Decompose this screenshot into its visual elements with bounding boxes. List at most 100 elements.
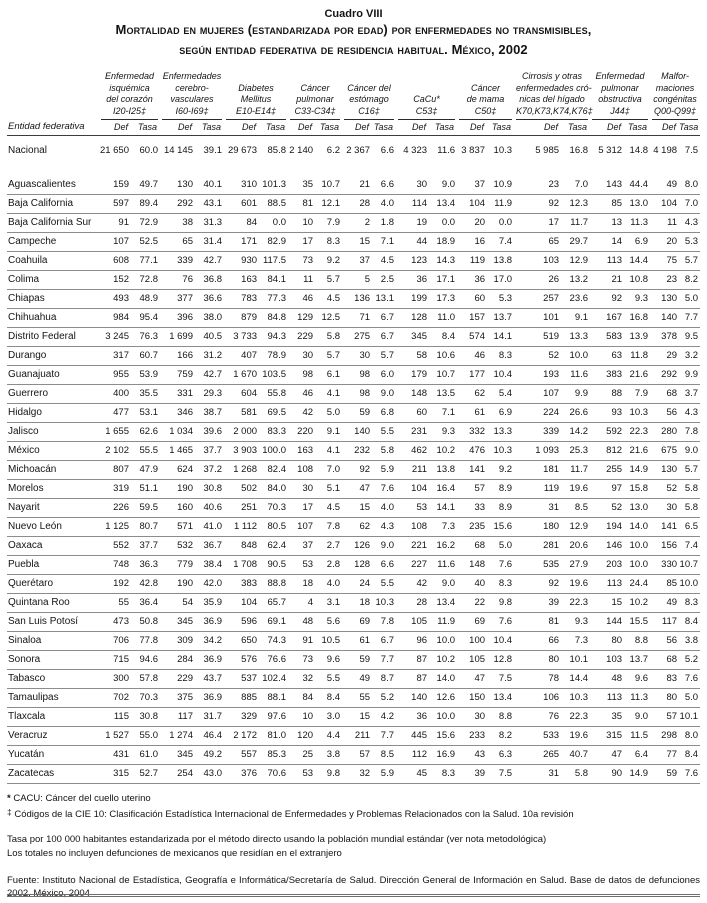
icd-code: C16‡ [358,106,380,117]
def-value: 47 [590,745,625,765]
def-value: 221 [396,536,430,556]
column-group-c53-: CaCu* C53‡ [396,71,457,120]
tasa-value: 13.4 [429,593,458,613]
def-value: 5 985 [535,144,560,156]
tasa-value: 5.5 [315,669,343,689]
entity-name: Zacatecas [7,764,99,784]
tasa-value: 9.8 [315,764,343,784]
tasa-value: 17.0 [487,270,515,290]
entity-name: Durango [7,346,99,366]
tasa-value: 8.9 [487,498,515,518]
def-value: 112 [396,745,430,765]
entity-name: Nacional [8,144,47,156]
def-value: 166 [160,346,195,366]
tasa-value: 7.0 [679,194,701,214]
tasa-value: 84.8 [259,308,289,328]
tasa-value: 3.8 [315,745,343,765]
def-value: 211 [342,726,373,746]
def-value: 229 [160,669,195,689]
tasa-value: 90.5 [259,555,289,575]
def-value: 49 [650,175,680,195]
def-value: 604 [224,384,260,404]
tasa-value: 36.4 [131,593,160,613]
tasa-value: 2.7 [315,536,343,556]
def-value: 519 [514,327,562,347]
tasa-value: 3.0 [315,707,343,727]
tasa-value: 35.9 [195,593,225,613]
table-title-block: Cuadro VIII Mortalidad en mujeres (estan… [7,8,700,59]
def-value: 11 [650,213,680,233]
tasa-value: 82.9 [259,232,289,252]
def-value: 105 [457,650,488,670]
tasa-value: 8.0 [679,175,701,195]
tasa-value: 6.0 [372,365,397,385]
tasa-value: 6.7 [372,327,397,347]
def-value: 383 [590,365,625,385]
def-value: 203 [590,555,625,575]
entity-name: Morelos [7,479,99,499]
tasa-value: 8.5 [561,498,591,518]
def-value: 292 [160,194,195,214]
tasa-value: 42.7 [195,365,225,385]
table-row-nuevo-leon: Nuevo León 1 125 80.7 571 41.0 1 112 80.5 107 7.… [7,517,701,537]
bottom-rule [7,894,700,897]
tasa-value: 69.5 [259,403,289,423]
def-value: 280 [650,422,680,442]
def-value: 91 [99,213,131,233]
def-value: 179 [396,365,430,385]
def-value: 180 [514,517,562,537]
tasa-value: 14.0 [429,669,458,689]
tasa-value: 11.8 [624,346,651,366]
def-value: 76 [514,707,562,727]
tasa-value: 9.0 [429,574,458,594]
def-value: 53 [288,555,316,575]
def-value: 104 [650,194,680,214]
tasa-value: 29.7 [561,232,591,252]
def-value: 597 [99,194,131,214]
icd-code: C53‡ [415,106,438,117]
def-value: 11 [288,270,316,290]
tasa-value: 40.5 [195,327,225,347]
def-value: 68 [650,650,680,670]
def-value: 81 [514,612,562,632]
def-value: 281 [514,536,562,556]
tasa-value: 49.7 [131,175,160,195]
tasa-value: 11.6 [437,144,456,156]
def-value: 2 102 [99,441,131,461]
tasa-value: 7.1 [429,403,458,423]
tasa-value: 44.4 [624,175,651,195]
tasa-value: 8.3 [487,574,515,594]
tasa-value: 10.5 [315,631,343,651]
tasa-value: 88.1 [259,688,289,708]
tasa-value: 9.0 [372,536,397,556]
tasa-value: 13.7 [624,650,651,670]
table-row-colima: Colima 152 72.8 76 36.8 163 84.1 11 5.7 5 2.5 36 17.… [7,270,701,290]
tasa-value: 39.6 [195,422,225,442]
def-value: 146 [590,536,625,556]
def-value: 68 [457,536,488,556]
entity-name: Tlaxcala [7,707,99,727]
def-value: 159 [99,175,131,195]
def-value: 29 [650,346,680,366]
tasa-value: 30.8 [195,479,225,499]
def-value: 108 [288,460,316,480]
tasa-column-label: Tasa [131,119,160,136]
tasa-value: 18.9 [429,232,458,252]
def-value: 315 [590,726,625,746]
def-value: 62 [342,517,373,537]
tasa-value: 22.3 [624,422,651,442]
def-value: 15 [342,707,373,727]
tasa-value: 16.8 [569,144,589,156]
tasa-value: 8.3 [487,346,515,366]
tasa-value: 9.0 [372,384,397,404]
tasa-value: 9.1 [315,422,343,442]
def-value: 2 367 [346,144,371,156]
tasa-value: 16.9 [429,745,458,765]
table-row-hidalgo: Hidalgo 477 53.1 346 38.7 581 69.5 42 5.0 59 6.8 60… [7,403,701,423]
tasa-value: 5.7 [679,251,701,271]
tasa-value: 5.3 [487,289,515,309]
def-value: 73 [288,650,316,670]
tasa-value: 9.6 [315,650,343,670]
tasa-value: 10.7 [679,555,701,575]
tasa-value: 10.6 [429,346,458,366]
